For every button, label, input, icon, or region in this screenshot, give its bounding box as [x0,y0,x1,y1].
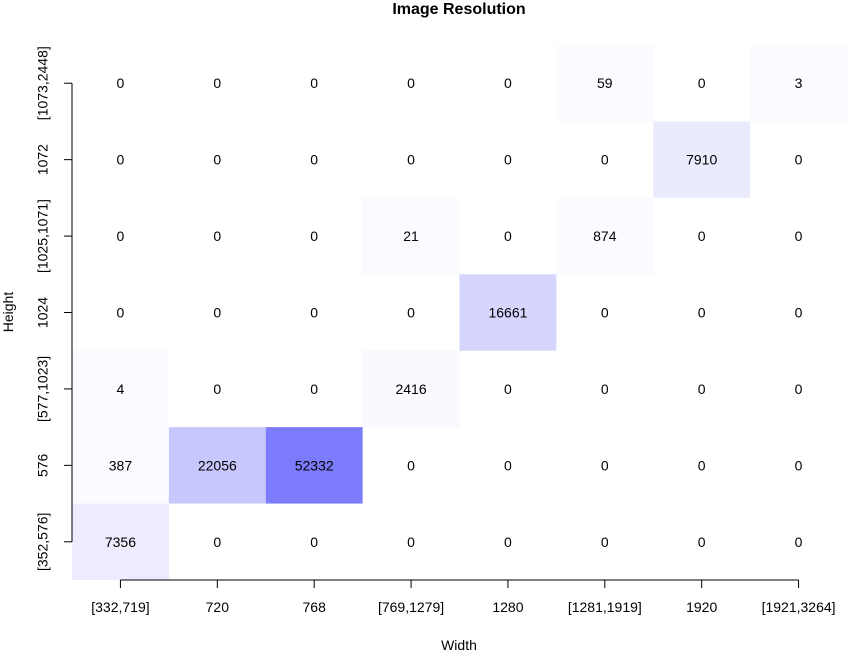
cell-value-label: 0 [310,152,318,168]
chart-title: Image Resolution [392,1,525,18]
heatmap-cells [72,45,847,580]
cell-value-label: 0 [407,534,415,550]
cell-value-label: 52332 [295,457,334,473]
heatmap-cell [362,197,460,275]
cell-value-label: 0 [698,75,706,91]
heatmap-cell [72,503,169,580]
cell-value-label: 0 [407,75,415,91]
heatmap-cell [362,350,460,428]
cell-value-label: 0 [504,152,512,168]
cell-value-label: 0 [601,457,609,473]
cell-value-label: 0 [698,228,706,244]
cell-value-label: 0 [698,305,706,321]
cell-value-label: 0 [117,75,125,91]
cell-value-label: 0 [601,152,609,168]
cell-value-label: 0 [795,457,803,473]
heatmap-cell [459,274,557,351]
cell-value-label: 0 [117,152,125,168]
cell-value-label: 0 [213,305,221,321]
y-tick-label: 1024 [35,297,51,328]
y-tick-label: [1025,1071] [35,199,51,273]
cell-value-label: 59 [597,75,613,91]
y-tick-label: [1073,2448] [35,46,51,120]
heatmap-cell [72,427,169,504]
cell-value-label: 0 [504,75,512,91]
cell-value-label: 0 [407,152,415,168]
cell-value-label: 7356 [105,534,136,550]
cell-value-label: 0 [213,381,221,397]
x-tick-label: [332,719] [91,599,149,615]
y-tick-label: 1072 [35,144,51,175]
cell-value-label: 0 [795,381,803,397]
cell-value-label: 0 [310,381,318,397]
cell-value-label: 0 [117,305,125,321]
cell-value-label: 0 [504,457,512,473]
cell-value-label: 0 [310,534,318,550]
cell-value-label: 0 [795,152,803,168]
x-axis-label: Width [441,637,477,652]
cell-value-label: 0 [504,228,512,244]
y-tick-label: [352,576] [35,513,51,571]
cell-value-label: 0 [504,381,512,397]
cell-value-label: 0 [795,228,803,244]
y-tick-label: 576 [35,453,51,477]
cell-value-label: 0 [407,305,415,321]
cell-value-label: 4 [117,381,125,397]
cell-value-label: 0 [310,228,318,244]
cell-value-label: 0 [698,457,706,473]
heatmap-cell [750,45,847,122]
cell-value-label: 0 [601,381,609,397]
cell-value-label: 0 [698,381,706,397]
cell-value-label: 0 [795,305,803,321]
cell-value-label: 0 [504,534,512,550]
cell-value-label: 0 [213,228,221,244]
cell-value-labels: 7356 0 0 0 0 0 0 0 387 22056 52332 0 0 0 0 0 4 0 0 2416 0 0 0 0… [105,75,803,550]
cell-value-label: 0 [310,75,318,91]
x-tick-label: 1920 [686,599,717,615]
x-tick-label: [769,1279] [378,599,444,615]
cell-value-label: 0 [213,534,221,550]
heatmap-cell [72,350,169,428]
cell-value-label: 3 [795,75,803,91]
cell-value-label: 874 [593,228,617,244]
cell-value-label: 22056 [198,457,237,473]
cell-value-label: 0 [698,534,706,550]
cell-value-label: 0 [407,457,415,473]
heatmap-cell [168,427,266,504]
cell-value-label: 0 [213,152,221,168]
x-tick-label: [1921,3264] [762,599,836,615]
x-tick-label: 768 [303,599,327,615]
y-axis: [352,576] 576 [577,1023] 1024 [1025,1071] 107… [35,46,73,571]
y-tick-label: [577,1023] [35,356,51,422]
cell-value-label: 16661 [488,305,527,321]
cell-value-label: 0 [310,305,318,321]
x-tick-label: 720 [206,599,230,615]
heatmap-cell [265,427,363,504]
heatmap-cell [556,197,654,275]
x-axis: [332,719] 720 768 [769,1279] 1280 [1281,1919]… [91,579,836,615]
cell-value-label: 2416 [395,381,426,397]
cell-value-label: 7910 [686,152,717,168]
cell-value-label: 0 [795,534,803,550]
cell-value-label: 387 [109,457,133,473]
x-tick-label: 1280 [492,599,523,615]
heatmap-cell [556,45,654,122]
cell-value-label: 0 [213,75,221,91]
cell-value-label: 21 [403,228,419,244]
y-axis-label: Height [0,292,16,333]
x-tick-label: [1281,1919] [568,599,642,615]
cell-value-label: 0 [601,305,609,321]
cell-value-label: 0 [601,534,609,550]
cell-value-label: 0 [117,228,125,244]
heatmap-cell [653,121,751,198]
